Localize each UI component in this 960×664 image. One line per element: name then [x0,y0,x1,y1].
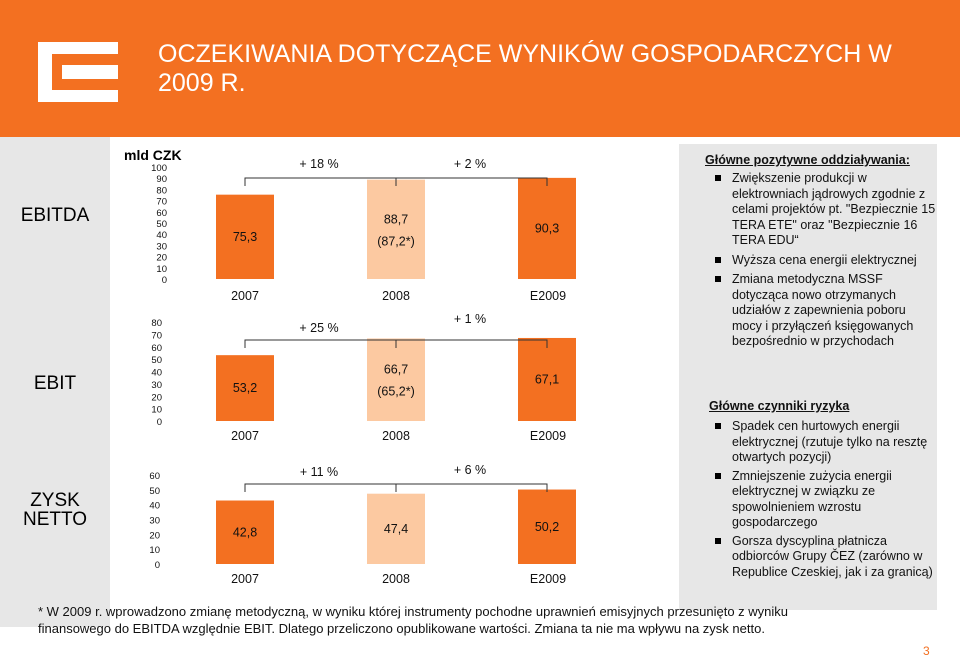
list-item: Zmniejszenie zużycia energii elektryczne… [713,469,937,531]
y-tick-label: 50 [151,355,162,366]
positives-heading: Główne pozytywne oddziaływania: [705,153,910,167]
page-number: 3 [923,644,930,658]
bar-value-label: 42,8 [233,525,257,539]
y-tick-label: 0 [162,275,167,286]
change-label: + 25 % [299,321,338,335]
category-label: E2009 [530,429,566,443]
category-label: 2008 [382,289,410,303]
y-tick-label: 40 [156,230,167,241]
category-label: 2008 [382,429,410,443]
y-tick-label: 60 [156,208,167,219]
y-tick-label: 30 [149,516,160,527]
change-label: + 11 % [300,465,338,479]
change-bracket [395,483,548,492]
y-tick-label: 50 [156,219,167,230]
bar-value-label: 90,3 [535,221,559,235]
bar-value-label: 53,2 [233,381,257,395]
row-label-ebit: EBIT [33,373,77,394]
risks-heading: Główne czynniki ryzyka [709,399,850,413]
y-tick-label: 90 [156,174,167,185]
change-label: + 6 % [454,463,486,477]
category-label: 2008 [382,572,410,586]
list-item: Zwiększenie produkcji w elektrowniach ją… [713,171,937,249]
y-tick-label: 0 [155,560,160,571]
bar-2008 [367,493,425,564]
bar-E2009 [518,337,576,421]
bar-2007 [216,194,274,279]
y-tick-label: 20 [156,253,167,264]
bar-value-label: 67,1 [535,372,559,386]
drivers-panel: Główne pozytywne oddziaływania: Zwiększe… [679,144,937,610]
change-label: + 2 % [454,157,486,171]
bar-2008 [367,179,425,279]
y-tick-label: 10 [149,545,160,556]
y-tick-label: 30 [151,380,162,391]
y-tick-label: 50 [149,486,160,497]
list-item: Wyższa cena energii elektrycznej [713,253,937,269]
category-label: 2007 [231,429,259,443]
bar-value-label: 75,3 [233,230,257,244]
y-tick-label: 80 [156,185,167,196]
y-tick-label: 70 [156,197,167,208]
footnote: * W 2009 r. wprowadzono zmianę metodyczn… [38,604,789,636]
change-bracket [244,483,397,492]
list-item: Zmiana metodyczna MSSF dotycząca nowo ot… [713,272,937,350]
category-label: 2007 [231,289,259,303]
bar-value-label: 88,7 [384,212,408,226]
bar-value-label: 66,7 [384,363,408,377]
y-tick-label: 60 [149,471,160,482]
y-tick-label: 40 [151,368,162,379]
bar-2007 [216,500,274,564]
positives-list: Zwiększenie produkcji w elektrowniach ją… [713,171,937,350]
change-label: + 18 % [299,157,338,171]
y-tick-label: 40 [149,501,160,512]
bar-E2009 [518,489,576,564]
cez-logo-icon [38,42,118,102]
y-tick-label: 70 [151,330,162,341]
row-label-ebitda: EBITDA [20,205,90,226]
change-bracket [395,177,548,186]
category-label: 2007 [231,572,259,586]
y-tick-label: 0 [157,417,162,428]
bar-E2009 [518,177,576,279]
y-tick-label: 20 [151,392,162,403]
y-tick-label: 80 [151,318,162,329]
y-tick-label: 60 [151,343,162,354]
change-label: + 1 % [454,312,486,326]
page-title: OCZEKIWANIA DOTYCZĄCE WYNIKÓW GOSPODARCZ… [158,40,892,97]
header-bar: OCZEKIWANIA DOTYCZĄCE WYNIKÓW GOSPODARCZ… [0,0,960,137]
bar-sub-label: (87,2*) [377,234,415,248]
category-label: E2009 [530,289,566,303]
category-label: E2009 [530,572,566,586]
charts-area: 100908070605040302010075,3200788,7(87,2*… [149,157,576,586]
y-tick-label: 30 [156,241,167,252]
row-labels-column: EBITDA EBIT ZYSK NETTO [0,137,110,627]
row-label-netto: NETTO [22,509,88,530]
y-tick-label: 20 [149,530,160,541]
bar-value-label: 47,4 [384,522,408,536]
change-bracket [395,339,548,348]
row-label-zysk: ZYSK [30,490,80,511]
list-item: Gorsza dyscyplina płatnicza odbiorców Gr… [713,534,937,581]
risks-list: Spadek cen hurtowych energii elektryczne… [713,419,937,580]
bar-2007 [216,355,274,421]
bar-value-label: 50,2 [535,520,559,534]
list-item: Spadek cen hurtowych energii elektryczne… [713,419,937,466]
y-tick-label: 10 [156,264,167,275]
y-tick-label: 10 [151,405,162,416]
bar-2008 [367,338,425,421]
y-tick-label: 100 [151,163,167,174]
bar-sub-label: (65,2*) [377,385,415,399]
unit-label: mld CZK [124,147,182,163]
